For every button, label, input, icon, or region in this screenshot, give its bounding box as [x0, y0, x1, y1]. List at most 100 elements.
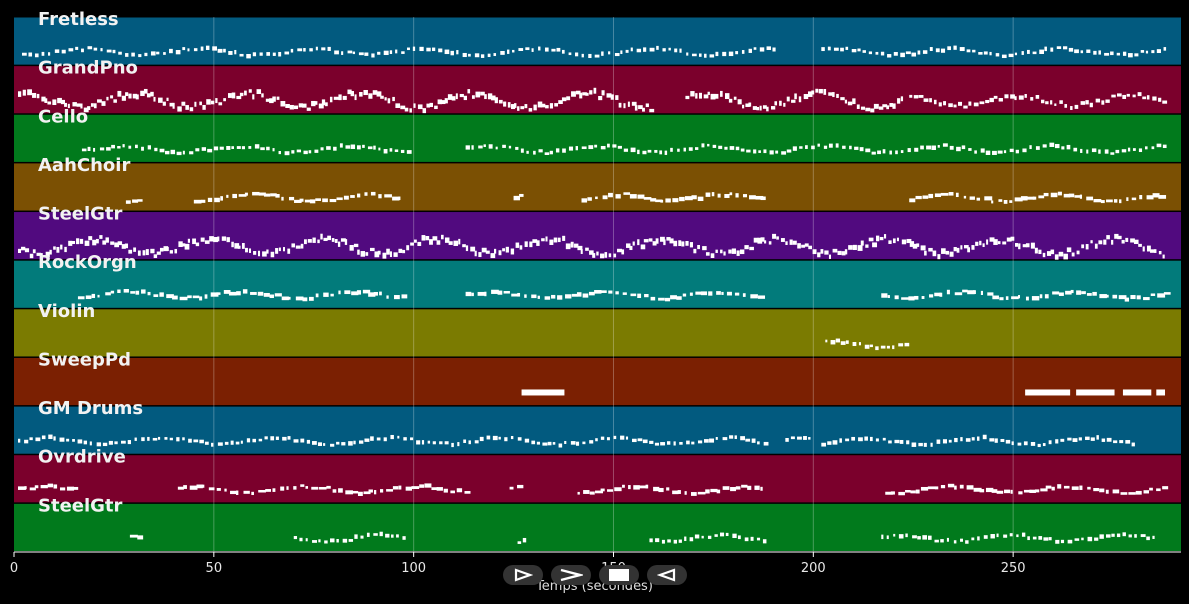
note	[920, 245, 926, 251]
note	[510, 435, 514, 440]
note	[57, 97, 62, 104]
note	[752, 106, 757, 110]
forward-button[interactable]	[551, 565, 591, 585]
note	[720, 249, 723, 254]
note	[920, 486, 929, 491]
note	[763, 441, 769, 446]
note	[343, 195, 349, 200]
note	[189, 151, 194, 155]
note	[1119, 440, 1124, 444]
note	[49, 249, 52, 255]
note	[663, 239, 666, 246]
note	[840, 341, 846, 345]
note	[1060, 539, 1065, 544]
note	[475, 91, 481, 98]
note	[1096, 435, 1099, 440]
note	[544, 152, 550, 156]
note	[519, 193, 524, 197]
note	[566, 96, 571, 101]
note	[894, 295, 899, 300]
note	[1120, 492, 1128, 495]
note	[900, 96, 904, 102]
note	[759, 105, 762, 111]
note	[681, 241, 685, 247]
note	[595, 196, 598, 200]
note	[353, 243, 359, 248]
note	[913, 95, 919, 99]
note	[832, 92, 835, 98]
note	[642, 150, 647, 155]
note	[836, 93, 839, 98]
back-button[interactable]	[647, 565, 687, 585]
note	[392, 96, 395, 102]
note	[315, 198, 321, 201]
note	[528, 108, 533, 112]
note	[392, 196, 400, 201]
note	[1032, 196, 1037, 200]
stop-button[interactable]	[599, 565, 639, 585]
note	[643, 197, 652, 200]
note	[1101, 438, 1106, 442]
note	[643, 47, 647, 52]
note	[214, 197, 220, 203]
note	[275, 194, 280, 198]
note	[344, 239, 348, 245]
note	[217, 48, 223, 53]
note	[531, 440, 536, 445]
note	[77, 439, 83, 444]
note	[979, 101, 985, 105]
note	[147, 291, 151, 296]
note	[923, 442, 927, 447]
note	[1050, 192, 1058, 198]
note	[625, 49, 629, 53]
note	[564, 440, 567, 444]
note	[400, 149, 405, 153]
note	[336, 538, 339, 543]
note	[341, 51, 344, 55]
note	[177, 106, 182, 112]
play-button[interactable]	[503, 565, 543, 585]
note	[97, 294, 100, 298]
note	[520, 148, 524, 153]
note	[1001, 54, 1007, 59]
note	[998, 199, 1003, 202]
note	[701, 143, 705, 148]
note	[417, 241, 422, 247]
note	[207, 148, 213, 153]
note	[17, 486, 26, 490]
note	[1066, 247, 1072, 253]
note	[1126, 197, 1129, 202]
note	[124, 243, 129, 249]
note	[917, 536, 921, 540]
note	[792, 240, 797, 245]
note	[804, 243, 809, 247]
note	[269, 98, 274, 104]
note	[270, 251, 275, 258]
note	[1081, 291, 1086, 295]
note	[979, 240, 982, 246]
note	[742, 293, 746, 297]
note	[426, 47, 431, 52]
note	[600, 436, 605, 440]
note	[223, 98, 226, 102]
note	[859, 147, 864, 152]
note	[1095, 98, 1101, 103]
note	[618, 102, 622, 108]
note	[996, 490, 1004, 494]
note	[1143, 297, 1150, 301]
note	[753, 149, 757, 154]
note	[463, 439, 467, 443]
note	[524, 294, 527, 298]
note	[716, 291, 721, 295]
note	[526, 150, 529, 154]
note	[90, 103, 94, 107]
note	[1022, 244, 1027, 248]
note	[650, 198, 657, 202]
note	[801, 244, 806, 248]
note	[384, 97, 387, 101]
note	[1113, 199, 1118, 203]
note	[828, 254, 832, 259]
note	[1152, 535, 1155, 539]
note	[1111, 94, 1116, 98]
note	[965, 540, 969, 544]
